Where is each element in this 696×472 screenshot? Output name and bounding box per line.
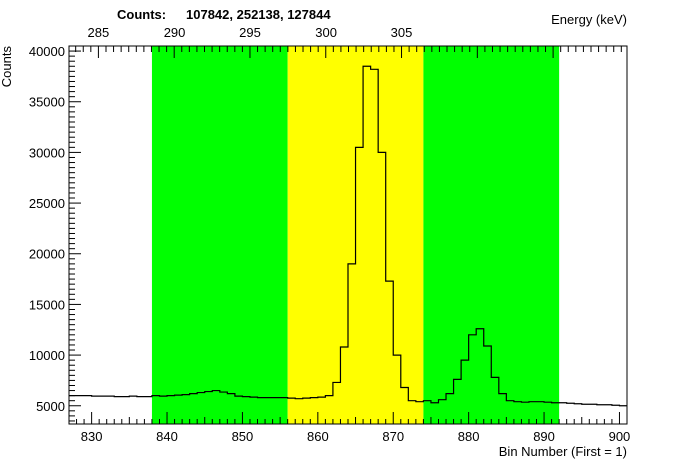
y-tick-label: 10000: [29, 348, 65, 363]
y-tick-label: 25000: [29, 196, 65, 211]
histogram-line: [69, 65, 627, 407]
x-tick-label: 840: [156, 429, 178, 444]
x-tick-label: 880: [458, 429, 480, 444]
x-tick-label: 870: [382, 429, 404, 444]
x-axis-label: Bin Number (First = 1): [499, 444, 627, 459]
x-tick-label: 860: [307, 429, 329, 444]
energy-axis-label: Energy (keV): [551, 12, 627, 27]
x-tick-label: 900: [609, 429, 631, 444]
y-tick-label: 20000: [29, 247, 65, 262]
x-tick-label: 890: [533, 429, 555, 444]
y-tick-label: 35000: [29, 95, 65, 110]
y-axis-label: Counts: [0, 46, 14, 88]
energy-tick-label: 305: [391, 25, 413, 40]
histogram: [69, 65, 627, 407]
x-tick-label: 830: [81, 429, 103, 444]
x-tick-label: 850: [232, 429, 254, 444]
x-axis-top-energy: 285 290 295 300 305: [75, 25, 622, 58]
counts-values: 107842, 252138, 127844: [186, 7, 331, 22]
energy-tick-label: 290: [164, 25, 186, 40]
y-tick-label: 15000: [29, 297, 65, 312]
energy-tick-label: 295: [239, 25, 261, 40]
x-axis-bottom: 830 840 850 860 870 880 890 900: [68, 412, 631, 444]
energy-tick-label: 300: [315, 25, 337, 40]
y-tick-label: 5000: [36, 399, 65, 414]
y-tick-label: 40000: [29, 44, 65, 59]
region-background-left: [151, 46, 288, 424]
y-axis-left: 5000 10000 15000 20000 25000 30000 35000 40000: [29, 44, 81, 422]
counts-label: Counts:: [117, 7, 166, 22]
energy-tick-label: 285: [88, 25, 110, 40]
y-tick-label: 30000: [29, 145, 65, 160]
